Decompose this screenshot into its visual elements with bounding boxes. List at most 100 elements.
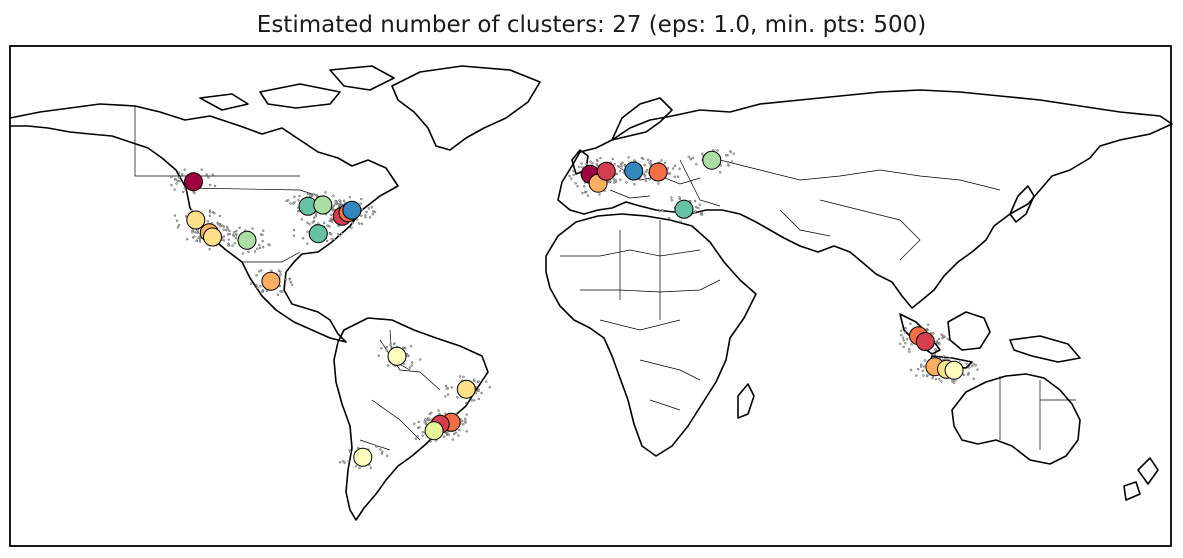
background-point: [730, 160, 734, 163]
background-point: [581, 166, 584, 169]
background-point: [406, 354, 409, 357]
background-point: [446, 393, 450, 396]
background-point: [450, 386, 453, 389]
background-point: [946, 338, 950, 341]
background-point: [922, 374, 925, 377]
background-point: [228, 229, 231, 233]
background-point: [444, 431, 447, 435]
background-point: [444, 412, 447, 415]
background-point: [462, 423, 465, 426]
background-point: [332, 204, 335, 208]
background-point: [464, 420, 467, 423]
background-point: [375, 444, 378, 448]
background-point: [430, 411, 433, 414]
background-point: [910, 343, 913, 346]
background-point: [261, 233, 264, 237]
background-point: [693, 211, 696, 215]
background-point: [389, 343, 392, 346]
background-point: [671, 167, 675, 170]
background-point: [670, 196, 673, 199]
background-point: [208, 183, 212, 187]
background-point: [185, 237, 189, 241]
background-point: [193, 235, 196, 238]
background-point: [308, 222, 311, 226]
background-point: [410, 364, 413, 367]
background-point: [608, 180, 611, 184]
cluster-marker-6: [261, 271, 281, 291]
background-point: [899, 329, 903, 332]
background-point: [935, 340, 939, 343]
australia-outline: [951, 373, 1081, 465]
background-point: [195, 239, 198, 243]
background-point: [208, 247, 211, 251]
background-point: [619, 178, 622, 182]
background-point: [213, 211, 216, 215]
background-point: [941, 337, 944, 340]
background-point: [974, 364, 977, 367]
background-point: [572, 173, 575, 177]
cluster-marker-2: [186, 210, 206, 230]
background-point: [719, 171, 722, 174]
background-point: [238, 226, 241, 229]
background-point: [418, 426, 421, 429]
background-point: [326, 224, 329, 227]
background-point: [923, 359, 927, 362]
background-point: [976, 368, 979, 371]
background-point: [231, 244, 234, 247]
background-point: [932, 332, 935, 335]
background-point: [700, 211, 703, 214]
background-point: [470, 399, 474, 402]
background-point: [574, 182, 577, 185]
background-point: [225, 225, 229, 229]
background-point: [423, 420, 426, 423]
background-point: [259, 285, 262, 288]
background-point: [633, 183, 636, 186]
background-point: [348, 449, 351, 452]
background-point: [359, 202, 362, 206]
background-point: [301, 237, 305, 240]
background-point: [222, 235, 226, 238]
cluster-marker-9: [308, 224, 328, 244]
background-point: [942, 335, 946, 338]
cluster-marker-27: [915, 332, 935, 351]
background-point: [380, 452, 383, 455]
background-point: [965, 362, 968, 365]
background-point: [473, 399, 476, 402]
background-point: [297, 199, 300, 202]
background-point: [373, 210, 377, 214]
background-point: [454, 431, 458, 434]
background-point: [256, 286, 259, 289]
background-point: [421, 434, 424, 437]
background-point: [948, 357, 951, 360]
background-point: [725, 153, 728, 157]
south-america-outline: [333, 317, 489, 521]
background-point: [328, 225, 331, 228]
background-point: [644, 179, 648, 183]
background-point: [922, 365, 926, 368]
background-point: [968, 366, 971, 369]
background-point: [206, 220, 210, 223]
background-point: [572, 169, 575, 173]
background-point: [647, 158, 650, 161]
background-point: [938, 342, 941, 346]
background-point: [627, 156, 630, 159]
background-point: [678, 167, 681, 171]
background-point: [643, 163, 646, 167]
background-point: [338, 199, 341, 202]
background-point: [942, 355, 945, 358]
background-point: [293, 195, 296, 198]
background-point: [927, 323, 930, 326]
background-point: [642, 172, 645, 176]
map-title: Estimated number of clusters: 27 (eps: 1…: [256, 12, 927, 38]
background-point: [218, 223, 221, 227]
background-point: [268, 243, 271, 247]
cluster-marker-25: [674, 199, 694, 219]
background-point: [972, 362, 975, 366]
background-point: [261, 289, 264, 292]
background-point: [290, 283, 294, 286]
background-point: [222, 228, 225, 232]
background-point: [413, 422, 416, 425]
background-point: [334, 200, 337, 203]
background-point: [689, 157, 692, 161]
background-point: [657, 182, 660, 185]
